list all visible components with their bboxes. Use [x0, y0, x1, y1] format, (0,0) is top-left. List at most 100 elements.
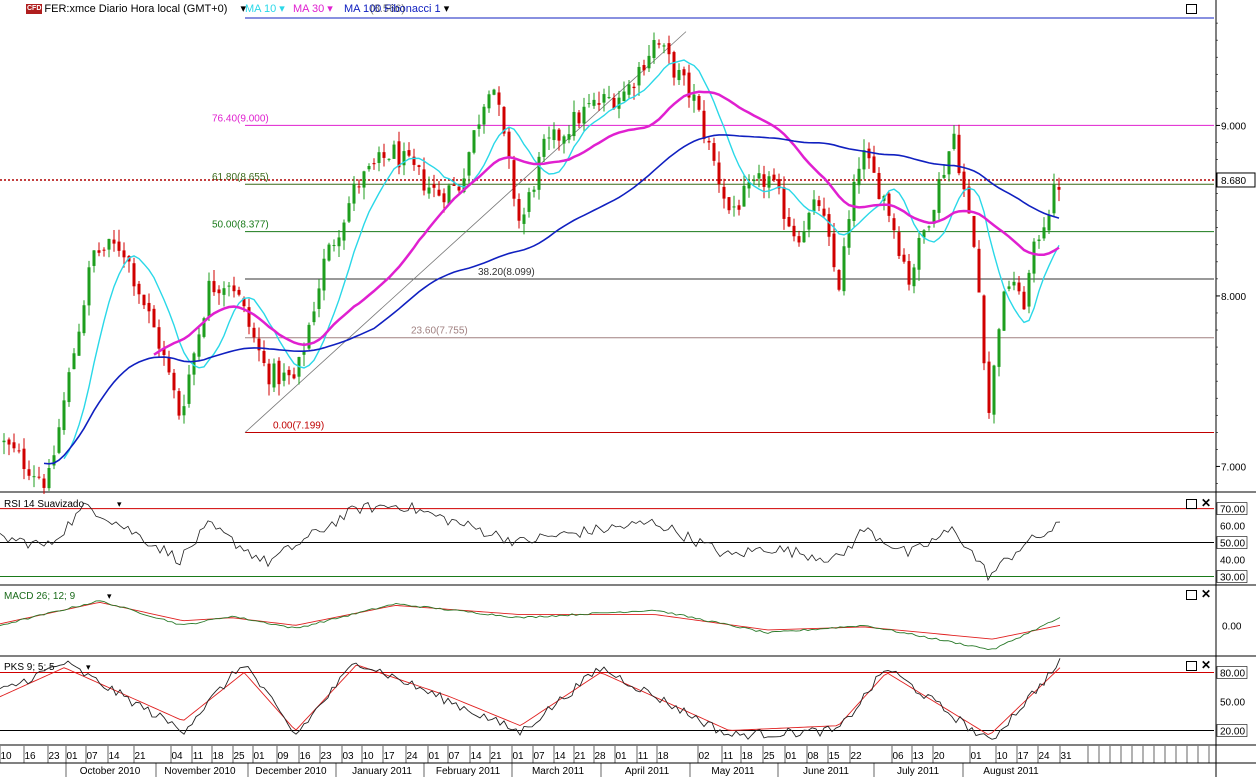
candle-body	[77, 331, 81, 356]
candle-body	[212, 281, 216, 293]
candle-body	[747, 182, 751, 189]
rsi-level-box	[1216, 536, 1248, 549]
candle-body	[12, 442, 16, 449]
ma30-legend[interactable]: MA 30 ▾	[293, 3, 333, 16]
month-label: April 2011	[625, 766, 670, 777]
close-rsi-icon[interactable]: ✕	[1201, 496, 1212, 510]
time-axis: 10 16 23 01 07 14 21 04 11 18 25 01 09 16 23 03 10 17 24 01…	[0, 746, 1256, 777]
day-tick-label: 13	[912, 751, 924, 762]
chevron-down-icon: ▾	[279, 3, 285, 15]
candle-body	[727, 197, 731, 211]
day-tick-label: 18	[212, 751, 224, 762]
chevron-down-icon[interactable]: ▾	[240, 3, 247, 15]
candle-body	[932, 209, 936, 224]
candle-body	[22, 448, 26, 470]
candle-body	[322, 258, 326, 291]
maximize-macd-icon[interactable]	[1186, 590, 1197, 600]
candle-body	[962, 171, 966, 190]
ma100-legend[interactable]: MA 100 Fibonacci 1 ▾	[344, 3, 449, 16]
day-tick-label: 03	[342, 751, 354, 762]
candle-body	[362, 171, 366, 188]
candle-body	[582, 106, 586, 124]
fib-label: 50.00(8.377)	[212, 220, 269, 231]
candle-body	[522, 214, 526, 224]
day-tick-label: 22	[850, 751, 862, 762]
candle-body	[867, 148, 871, 159]
candle-body	[387, 158, 391, 160]
day-tick-label: 15	[828, 751, 840, 762]
pks-title: PKS 9; 5; 5	[4, 662, 55, 673]
candle-body	[312, 311, 316, 323]
maximize-pks-icon[interactable]	[1186, 661, 1197, 671]
candle-body	[517, 199, 521, 221]
day-tick-label: 06	[892, 751, 904, 762]
candle-body	[567, 134, 571, 140]
candle-body	[242, 297, 246, 307]
month-label: February 2011	[436, 766, 501, 777]
candle-body	[202, 318, 206, 337]
candle-body	[507, 131, 511, 158]
day-tick-label: 31	[1060, 751, 1072, 762]
candle-body	[227, 285, 231, 287]
candle-body	[337, 237, 341, 247]
candle-body	[27, 469, 31, 476]
candle-body	[247, 307, 251, 327]
candle-body	[842, 246, 846, 292]
candle-body	[1047, 215, 1051, 231]
candle-body	[1052, 184, 1056, 214]
chevron-down-icon: ▾	[86, 662, 91, 672]
day-tick-label: 10	[362, 751, 374, 762]
candle-body	[1037, 239, 1041, 242]
maximize-main-icon[interactable]	[1186, 4, 1197, 14]
candle-body	[262, 350, 266, 363]
macd-panel[interactable]: MACD 26; 12; 9 ▾ 0.00	[0, 591, 1256, 657]
close-pks-icon[interactable]: ✕	[1201, 658, 1212, 672]
candle-body	[792, 225, 796, 237]
candle-body	[177, 391, 181, 416]
maximize-rsi-icon[interactable]	[1186, 499, 1197, 509]
fib-label: 61.80(8.655)	[212, 172, 269, 183]
candle-body	[392, 144, 396, 159]
candle-body	[682, 69, 686, 76]
candle-body	[562, 136, 566, 144]
candle-body	[497, 92, 501, 105]
day-tick-label: 23	[48, 751, 60, 762]
symbol-label[interactable]: FER:xmce Diario Hora local (GMT+0)	[44, 3, 228, 15]
candle-body	[807, 212, 811, 230]
ma30-label: MA 30	[293, 3, 325, 15]
candle-body	[477, 124, 481, 129]
rsi-panel[interactable]: RSI 14 Suavizado ▾ 70.00 60.00 50.00 40.00 30.…	[0, 499, 1256, 586]
month-label: March 2011	[532, 766, 585, 777]
day-tick-label: 14	[470, 751, 482, 762]
day-tick-label: 01	[970, 751, 982, 762]
candle-body	[597, 103, 601, 105]
last-price-box	[1216, 172, 1256, 188]
candle-body	[37, 476, 41, 478]
candle-body	[902, 254, 906, 262]
candle-body	[287, 369, 291, 376]
candle-body	[922, 230, 926, 238]
candle-body	[1027, 272, 1031, 307]
candle-body	[217, 289, 221, 294]
day-tick-label: 25	[233, 751, 245, 762]
rsi-level-label: 50.00	[1220, 539, 1245, 550]
candle-body	[487, 94, 491, 109]
candle-body	[197, 334, 201, 357]
ma10-legend[interactable]: MA 10 ▾	[245, 3, 285, 16]
candle-body	[412, 156, 416, 165]
candle-body	[742, 185, 746, 207]
candle-body	[332, 245, 336, 247]
candle-body	[437, 189, 441, 196]
candle-body	[762, 174, 766, 187]
month-label: July 2011	[897, 766, 940, 777]
pks-panel[interactable]: PKS 9; 5; 5 ▾ 80.00 50.00 20.00	[0, 658, 1256, 746]
month-label: November 2010	[164, 766, 236, 777]
rsi-level-box	[1216, 570, 1248, 583]
close-macd-icon[interactable]: ✕	[1201, 587, 1212, 601]
day-tick-label: 24	[406, 751, 418, 762]
candle-body	[557, 129, 561, 141]
candle-body	[417, 165, 421, 168]
macd-title: MACD 26; 12; 9	[4, 591, 76, 602]
